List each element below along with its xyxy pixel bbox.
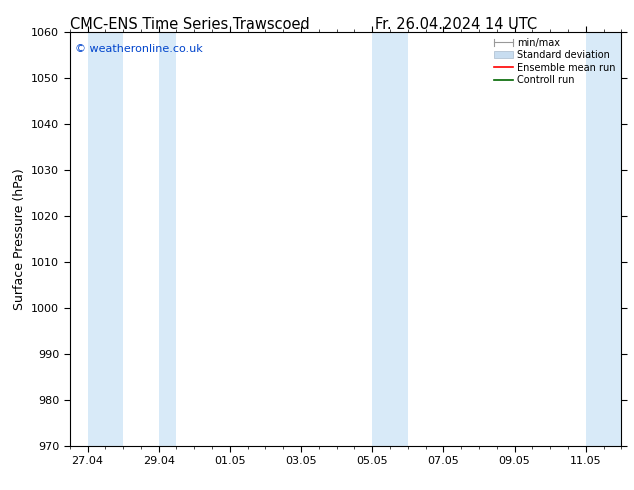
Bar xyxy=(87,32,123,446)
Text: © weatheronline.co.uk: © weatheronline.co.uk xyxy=(75,44,203,54)
Text: Fr. 26.04.2024 14 UTC: Fr. 26.04.2024 14 UTC xyxy=(375,17,538,32)
Bar xyxy=(586,32,621,446)
Text: CMC-ENS Time Series Trawscoed: CMC-ENS Time Series Trawscoed xyxy=(70,17,310,32)
Y-axis label: Surface Pressure (hPa): Surface Pressure (hPa) xyxy=(13,168,25,310)
Bar xyxy=(158,32,176,446)
Legend: min/max, Standard deviation, Ensemble mean run, Controll run: min/max, Standard deviation, Ensemble me… xyxy=(489,34,619,89)
Bar xyxy=(372,32,408,446)
